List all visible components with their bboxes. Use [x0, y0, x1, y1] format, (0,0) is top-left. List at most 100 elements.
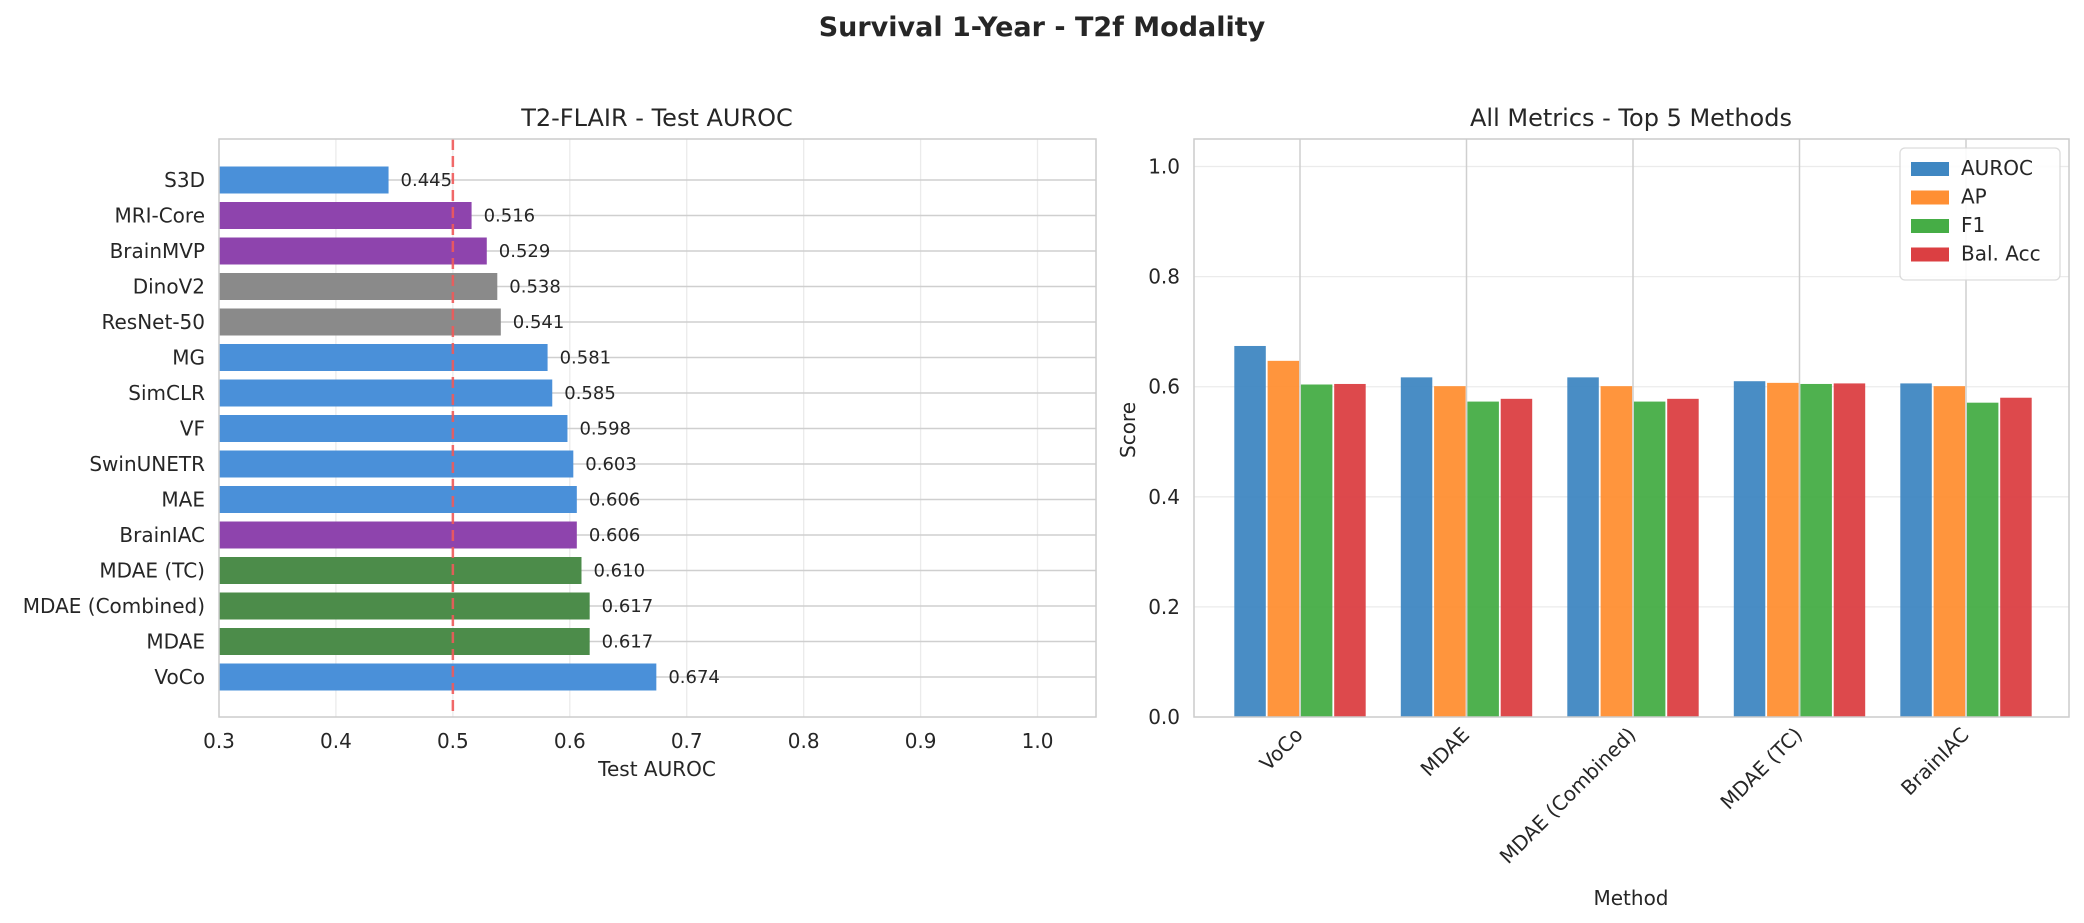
left-bar-simclr [219, 379, 553, 407]
legend-entry: F1 [1961, 213, 1985, 237]
right-bar-bal-acc [1667, 398, 1699, 717]
left-plot-frame [218, 138, 1097, 718]
right-bar-f1 [1966, 402, 1999, 717]
left-bar-value-label: 0.617 [602, 632, 654, 653]
right-bar-bal-acc [1833, 383, 1866, 717]
left-bar-value-label: 0.610 [593, 561, 645, 582]
left-bar-mg [219, 344, 548, 371]
left-x-tick-label: 0.7 [671, 729, 703, 753]
left-bar-value-label: 0.585 [564, 383, 616, 404]
right-bar-ap [1434, 386, 1466, 717]
left-x-tick-label: 1.0 [1022, 729, 1054, 753]
legend-swatch [1911, 190, 1949, 205]
right-bar-auroc [1900, 383, 1932, 717]
left-bar-value-label: 0.598 [579, 419, 631, 440]
left-y-tick-label: MDAE (TC) [99, 559, 205, 583]
legend-box [1899, 147, 2061, 281]
left-bar-brainmvp [219, 237, 487, 265]
left-x-tick-label: 0.4 [320, 729, 352, 753]
left-y-tick-label: ResNet-50 [102, 310, 206, 334]
figure-title: Survival 1-Year - T2f Modality [819, 12, 1266, 43]
left-bar-value-label: 0.538 [509, 277, 561, 298]
legend-swatch [1911, 247, 1949, 262]
right-y-tick-label: 0.4 [1148, 485, 1180, 509]
right-bar-ap [1600, 386, 1633, 717]
left-bar-resnet-50 [219, 308, 501, 336]
right-bar-bal-acc [1334, 383, 1366, 717]
left-bar-brainiac [219, 521, 577, 549]
left-x-tick-label: 0.5 [437, 729, 469, 753]
left-y-tick-label: SimCLR [128, 381, 205, 405]
legend-swatch [1911, 219, 1949, 233]
left-bar-vf [219, 415, 568, 442]
left-bar-mdae-tc [219, 557, 582, 584]
left-bar-voco [219, 663, 657, 691]
left-bar-value-label: 0.606 [589, 490, 641, 511]
left-y-tick-label: MG [172, 346, 205, 370]
right-y-tick-label: 1.0 [1148, 155, 1180, 179]
right-bar-f1 [1300, 384, 1333, 717]
left-y-tick-label: S3D [164, 168, 205, 192]
left-bar-value-label: 0.541 [513, 312, 565, 333]
right-plot-frame [1193, 138, 2070, 718]
right-y-tick-label: 0.2 [1148, 595, 1180, 619]
left-bar-value-label: 0.603 [585, 454, 637, 475]
left-y-tick-label: MAE [161, 488, 205, 512]
left-y-tick-label: BrainMVP [110, 239, 205, 263]
right-bar-f1 [1800, 383, 1832, 717]
right-x-axis-label: Method [1593, 886, 1668, 910]
legend-entry: AP [1961, 185, 1987, 209]
left-y-tick-label: MRI-Core [114, 204, 205, 228]
left-y-tick-label: MDAE [146, 630, 205, 654]
right-bar-ap [1933, 386, 1966, 717]
right-bar-auroc [1400, 377, 1433, 717]
left-bar-mae [219, 486, 577, 513]
left-bar-value-label: 0.674 [668, 667, 720, 688]
right-bar-f1 [1633, 401, 1666, 717]
auroc-bar-chart: T2-FLAIR - Test AUROC Test AUROC 0.3 0.4 0… [23, 104, 1097, 781]
left-bar-value-label: 0.617 [602, 596, 654, 617]
left-x-axis-label: Test AUROC [597, 757, 716, 781]
left-y-tick-label: BrainIAC [119, 523, 205, 547]
right-bar-bal-acc [1500, 398, 1533, 717]
left-bar-dinov2 [219, 273, 498, 300]
right-y-tick-label: 0.0 [1148, 705, 1180, 729]
left-x-tick-label: 0.9 [905, 729, 937, 753]
left-bar-mdae-combined [219, 592, 590, 620]
left-bar-mdae [219, 628, 590, 655]
left-grid [218, 139, 1096, 717]
left-bar-value-label: 0.529 [499, 241, 551, 262]
left-x-tick-label: 0.6 [554, 729, 586, 753]
left-bar-mri-core [219, 202, 472, 229]
right-bar-auroc [1234, 345, 1266, 717]
right-y-tick-label: 0.8 [1148, 265, 1180, 289]
right-bar-f1 [1467, 401, 1499, 717]
right-y-tick-label: 0.6 [1148, 375, 1180, 399]
left-x-tick-label: 0.8 [788, 729, 820, 753]
left-bar-value-label: 0.516 [484, 206, 536, 227]
left-bar-s3d [219, 166, 389, 194]
left-y-tick-label: MDAE (Combined) [23, 594, 205, 618]
right-bar-auroc [1567, 377, 1599, 717]
right-bar-auroc [1733, 381, 1766, 717]
left-chart-title: T2-FLAIR - Test AUROC [520, 104, 793, 132]
left-x-tick-label: 0.3 [203, 729, 235, 753]
left-y-tick-label: VF [180, 417, 205, 441]
legend-entry: AUROC [1961, 156, 2033, 180]
left-bar-swinunetr [219, 450, 574, 478]
left-y-tick-label: VoCo [154, 665, 205, 689]
left-bar-value-label: 0.606 [589, 525, 641, 546]
left-y-tick-label: DinoV2 [133, 275, 205, 299]
left-bar-value-label: 0.581 [560, 348, 612, 369]
right-y-axis-label: Score [1116, 402, 1140, 458]
left-bar-value-label: 0.445 [401, 170, 453, 191]
right-bar-ap [1767, 382, 1799, 717]
legend-entry: Bal. Acc [1961, 242, 2041, 266]
right-legend: AUROC AP F1 Bal. Acc [1899, 147, 2061, 281]
left-y-tick-label: SwinUNETR [89, 452, 205, 476]
right-chart-title: All Metrics - Top 5 Methods [1470, 104, 1792, 132]
right-bar-ap [1267, 360, 1300, 717]
legend-swatch [1911, 162, 1949, 176]
right-bar-bal-acc [2000, 397, 2032, 717]
